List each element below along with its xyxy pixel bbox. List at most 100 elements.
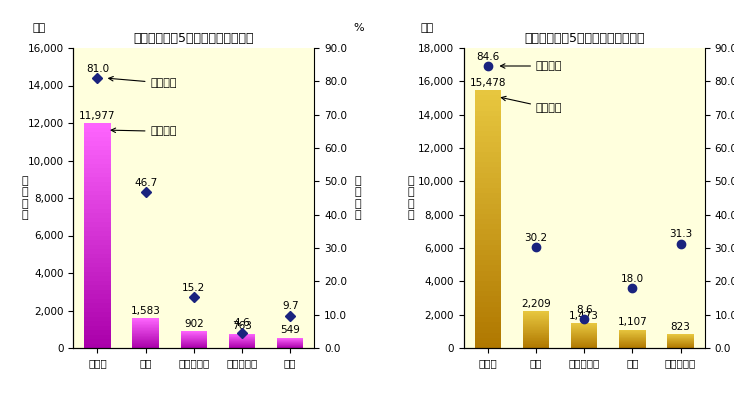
Text: 移輸入額: 移輸入額 [501,96,562,113]
Bar [475,224,501,229]
Bar [475,302,501,307]
Bar [475,157,501,162]
Bar [132,331,159,332]
Text: 8.6: 8.6 [576,305,592,315]
Bar [132,341,159,342]
Bar [84,200,111,204]
Bar [84,330,111,334]
Bar [132,336,159,337]
Bar [475,106,501,111]
Bar [523,311,549,348]
Bar [571,325,597,326]
Bar [132,318,159,319]
Bar [84,222,111,227]
Text: 549: 549 [280,325,300,335]
Bar [475,245,501,250]
Bar [132,330,159,331]
Bar [132,347,159,348]
Bar [84,339,111,344]
Bar [523,339,549,340]
Bar [523,322,549,323]
Bar [132,345,159,346]
Bar [475,271,501,276]
Bar [475,90,501,95]
Bar [475,116,501,121]
Bar [84,272,111,276]
Bar [132,339,159,340]
Bar [523,311,549,312]
Bar [667,334,694,348]
Bar [571,340,597,341]
Text: 15.2: 15.2 [182,283,206,293]
Bar [84,276,111,281]
Bar [475,162,501,168]
Bar [571,327,597,328]
Bar [475,204,501,209]
Bar [571,331,597,332]
Bar [132,337,159,338]
Bar [523,340,549,341]
Bar [571,336,597,337]
Bar [475,136,501,142]
Bar [571,332,597,333]
Bar [571,337,597,338]
Bar [523,330,549,331]
Bar [84,316,111,321]
Bar [475,142,501,147]
Text: 15,478: 15,478 [470,78,506,88]
Bar [84,263,111,267]
Bar [523,321,549,322]
Text: 84.6: 84.6 [476,52,499,62]
Bar [475,327,501,332]
Bar [475,343,501,348]
Bar [523,342,549,343]
Text: %: % [353,23,363,33]
Text: 1,473: 1,473 [570,311,599,321]
Bar [84,321,111,326]
Bar [571,326,597,327]
Text: 億円: 億円 [32,23,46,33]
Bar [84,303,111,308]
Bar [84,137,111,141]
Bar [84,150,111,155]
Bar [475,296,501,302]
Bar [475,332,501,338]
Bar [475,250,501,255]
Bar [475,281,501,286]
Bar [277,338,303,348]
Bar [523,313,549,314]
Bar [523,314,549,315]
Bar [571,346,597,347]
Bar [475,90,501,348]
Text: 1,107: 1,107 [617,317,647,327]
Text: 移輸出率: 移輸出率 [109,76,177,88]
Bar [132,327,159,328]
Bar [475,286,501,291]
Bar [84,249,111,254]
Bar [475,183,501,188]
Bar [571,335,597,336]
Bar [475,266,501,271]
Text: 2,209: 2,209 [521,299,550,309]
Bar [523,315,549,316]
Bar [523,332,549,333]
Bar [229,334,255,348]
Bar [475,260,501,266]
Bar [475,307,501,312]
Bar [475,322,501,327]
Bar [132,329,159,330]
Bar [84,186,111,191]
Bar [84,298,111,303]
Bar [475,152,501,157]
Bar [84,290,111,294]
Text: 移輸入率: 移輸入率 [501,61,562,71]
Bar [84,141,111,146]
Bar [84,159,111,164]
Bar [523,347,549,348]
Y-axis label: 移
輸
出
率: 移 輸 出 率 [355,176,361,220]
Bar [84,195,111,200]
Bar [84,209,111,213]
Text: 移
輸
出
額: 移 輸 出 額 [22,176,29,220]
Bar [523,344,549,345]
Bar [571,333,597,334]
